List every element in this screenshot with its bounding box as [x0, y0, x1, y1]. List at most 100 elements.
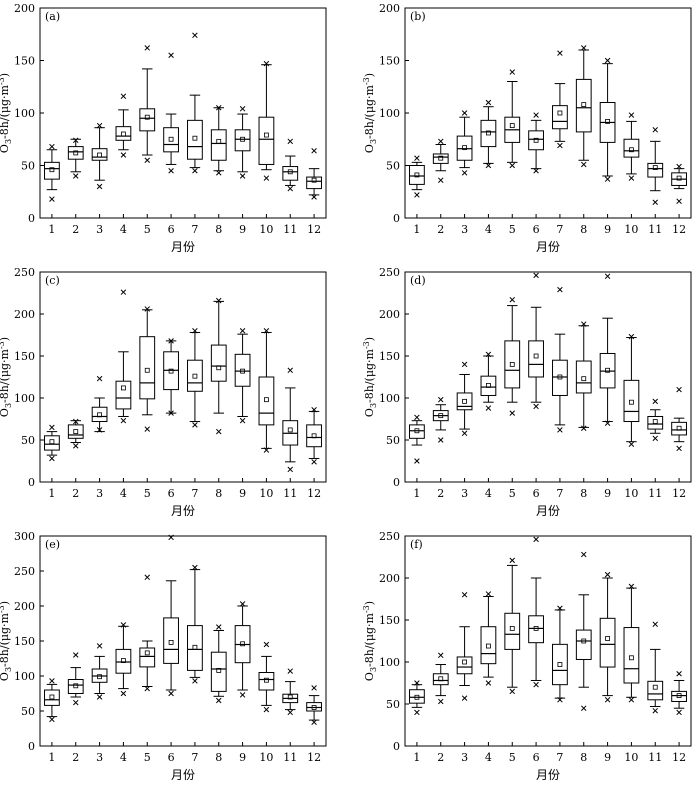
y-tick-label: 200: [14, 600, 35, 613]
min-marker: [676, 445, 682, 452]
max-marker: [168, 338, 174, 344]
x-mark-stroke: [263, 641, 270, 648]
box-month-11: [647, 398, 664, 442]
y-tick-label: 150: [379, 55, 400, 68]
min-marker: [628, 175, 635, 181]
x-tick-label: 1: [48, 487, 55, 500]
mean-marker: [49, 439, 55, 445]
x-mark-stroke: [215, 697, 222, 704]
box-month-9: [234, 328, 251, 424]
x-tick-label: 8: [580, 487, 587, 500]
box-month-10: [623, 112, 640, 181]
x-tick-label: 10: [624, 751, 638, 764]
x-tick-label: 10: [624, 223, 638, 236]
iqr-box: [480, 626, 497, 665]
max-marker: [676, 163, 682, 170]
min-marker: [437, 437, 444, 443]
x-mark-stroke: [604, 571, 611, 578]
max-marker: [239, 601, 246, 607]
x-mark-stroke: [533, 272, 539, 279]
y-tick-label: 150: [14, 635, 35, 648]
max-marker: [580, 45, 587, 51]
max-marker: [580, 321, 587, 327]
box-month-3: [91, 375, 108, 433]
x-tick-label: 6: [168, 751, 175, 764]
iqr-box: [91, 148, 108, 161]
x-mark-stroke: [437, 652, 444, 659]
min-marker: [485, 162, 492, 169]
x-mark-stroke: [414, 414, 420, 421]
max-marker: [72, 137, 79, 144]
x-mark-stroke: [509, 69, 516, 75]
x-tick-label: 7: [556, 223, 563, 236]
y-tick-label: 250: [379, 530, 400, 543]
max-marker: [628, 583, 635, 590]
x-mark-stroke: [263, 706, 270, 713]
box-month-8: [575, 45, 592, 168]
iqr-box: [432, 153, 449, 164]
x-mark-stroke: [311, 685, 317, 691]
mean-marker: [144, 367, 150, 373]
y-tick-label: 100: [14, 670, 35, 683]
box-month-3: [91, 122, 108, 190]
x-tick-label: 5: [144, 751, 151, 764]
min-marker: [604, 420, 611, 426]
min-marker: [652, 435, 659, 442]
box-month-8: [210, 624, 227, 704]
y-tick-label: 100: [14, 107, 35, 120]
mean-marker: [216, 668, 222, 673]
min-marker: [580, 705, 587, 711]
mean-marker: [240, 641, 245, 647]
panel-a: 050100150200123456789101112月份(a)O3-8h/(μ…: [0, 2, 327, 254]
x-tick-label: 3: [96, 223, 103, 236]
x-tick-label: 4: [120, 223, 127, 236]
iqr-box: [282, 166, 299, 181]
max-marker: [287, 138, 294, 145]
max-marker: [485, 351, 492, 358]
max-marker: [509, 69, 516, 75]
x-tick-label: 11: [648, 751, 662, 764]
mean-marker: [676, 175, 682, 181]
box-month-5: [139, 574, 156, 692]
iqr-box: [44, 161, 60, 180]
x-mark-stroke: [239, 106, 246, 112]
min-marker: [604, 697, 611, 703]
x-tick-label: 11: [648, 223, 662, 236]
box-month-9: [234, 106, 251, 179]
min-marker: [239, 173, 246, 179]
x-mark-stroke: [461, 430, 468, 437]
x-mark-stroke: [239, 601, 246, 607]
x-mark-stroke: [414, 709, 420, 716]
x-mark-stroke: [263, 60, 270, 67]
box-month-5: [139, 45, 156, 164]
mean-marker: [121, 131, 126, 137]
box-month-7: [552, 605, 568, 703]
mean-marker: [287, 694, 293, 700]
y-axis-label: O3-8h/(μg·m-3): [362, 337, 378, 417]
max-marker: [144, 45, 151, 51]
min-marker: [263, 706, 270, 713]
plot-frame: [404, 535, 692, 747]
iqr-box: [575, 78, 592, 133]
panel-label: (b): [410, 10, 426, 23]
min-marker: [49, 716, 55, 723]
max-marker: [144, 574, 151, 581]
x-mark-stroke: [652, 398, 659, 405]
x-tick-label: 9: [604, 751, 611, 764]
iqr-box: [528, 615, 544, 644]
x-tick-label: 1: [48, 751, 55, 764]
mean-marker: [486, 382, 491, 388]
box-month-3: [456, 110, 473, 176]
x-mark-stroke: [652, 435, 659, 442]
max-marker: [215, 624, 222, 630]
min-marker: [580, 161, 587, 168]
x-mark-stroke: [96, 183, 103, 190]
max-marker: [580, 551, 587, 558]
x-tick-label: 3: [461, 223, 468, 236]
x-tick-label: 9: [239, 751, 246, 764]
x-mark-stroke: [461, 361, 468, 368]
x-mark-stroke: [628, 112, 635, 118]
min-marker: [485, 405, 492, 411]
x-tick-label: 7: [191, 223, 198, 236]
mean-marker: [264, 397, 269, 403]
